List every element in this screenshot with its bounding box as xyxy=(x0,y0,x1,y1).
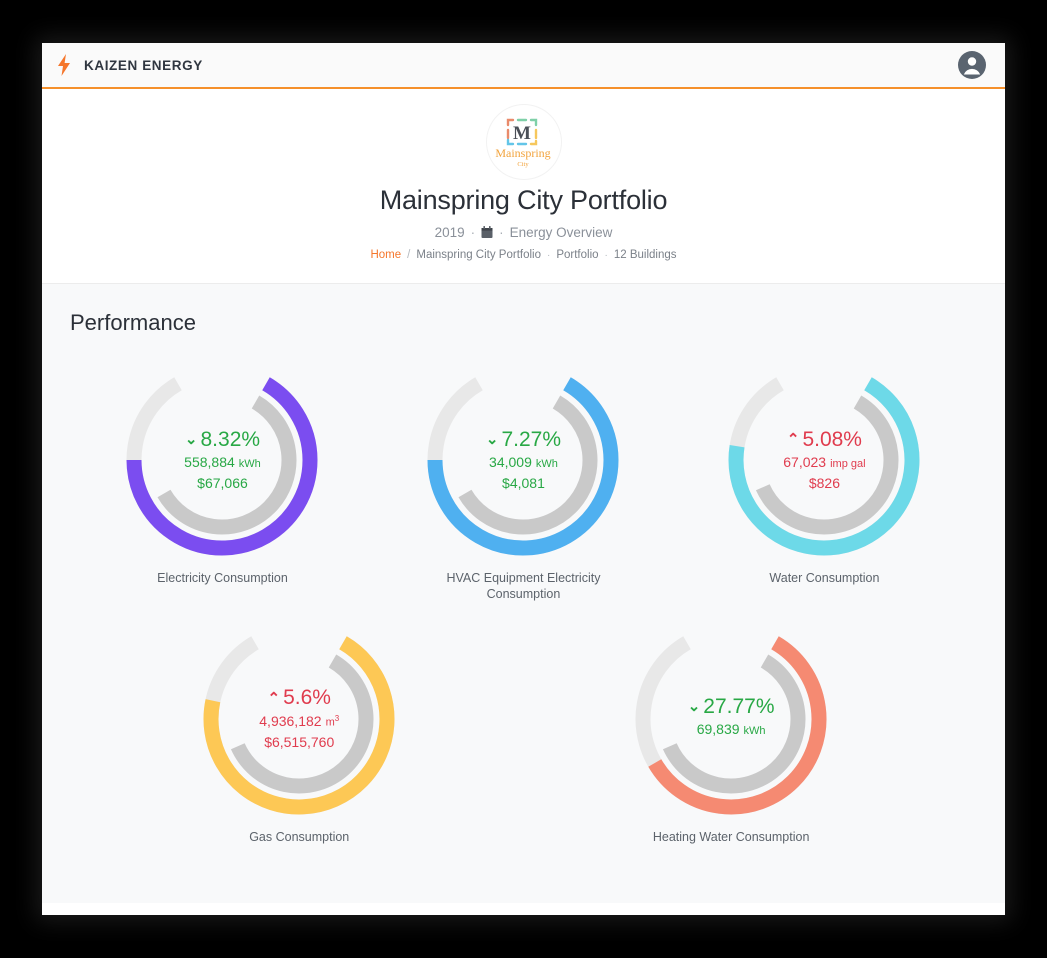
gauge-ring-wrap: ⌄ 27.77% 69,839 kWh xyxy=(625,613,837,825)
page-title: Mainspring City Portfolio xyxy=(379,185,668,215)
performance-section: Performance ⌄ 8.32% 558,884 kWh $67,066 Elect… xyxy=(42,284,1005,903)
breadcrumb: Home / Mainspring City Portfolio · Portf… xyxy=(42,249,1005,261)
portfolio-logo: M Mainspring City xyxy=(486,105,561,179)
gauge-ring-wrap: ⌃ 5.08% 67,023 imp gal $826 xyxy=(718,354,930,566)
svg-text:City: City xyxy=(517,161,529,168)
svg-text:Mainspring: Mainspring xyxy=(495,146,550,160)
calendar-icon xyxy=(481,226,493,238)
gauge-rings xyxy=(635,635,827,814)
gauge-outer-value xyxy=(648,635,827,814)
portfolio-header: M Mainspring City Mainspring City Portfo… xyxy=(42,89,1005,284)
gauge-ring-wrap: ⌄ 8.32% 558,884 kWh $67,066 xyxy=(116,354,328,566)
gauge-inner-value xyxy=(756,395,899,535)
gauge-inner-value xyxy=(663,653,806,793)
gauge-inner-value xyxy=(157,395,297,535)
gauge-card[interactable]: ⌄ 7.27% 34,009 kWh $4,081 HVAC Equipment Elec… xyxy=(373,354,674,603)
gauge-outer-value xyxy=(203,635,395,814)
breadcrumb-sep-2: · xyxy=(604,249,608,261)
gauge-grid-row-1: ⌄ 8.32% 558,884 kWh $67,066 Electricity Consu… xyxy=(42,354,1005,613)
breadcrumb-home[interactable]: Home xyxy=(370,249,402,261)
sub-separator-1: · xyxy=(470,225,476,240)
mainspring-logo-icon: M Mainspring City xyxy=(495,118,550,168)
top-navbar: KAIZEN ENERGY xyxy=(42,43,1005,89)
breadcrumb-slash: / xyxy=(407,249,411,261)
report-year: 2019 xyxy=(434,225,465,240)
app-window: KAIZEN ENERGY xyxy=(42,43,1005,915)
gauge-inner-value xyxy=(458,395,598,535)
section-title: Performance xyxy=(70,310,196,335)
account-avatar-icon[interactable] xyxy=(957,50,987,80)
sub-separator-2: · xyxy=(499,225,504,240)
overview-label: Energy Overview xyxy=(509,225,613,240)
gauge-label: HVAC Equipment Electricity Consumption xyxy=(446,571,601,602)
gauge-rings xyxy=(728,377,920,556)
gauge-card[interactable]: ⌄ 8.32% 558,884 kWh $67,066 Electricity Consu… xyxy=(72,354,373,603)
header-subtitle: 2019 · · Energy Overview xyxy=(42,225,1005,240)
gauge-label: Heating Water Consumption xyxy=(652,829,810,844)
breadcrumb-building-count: 12 Buildings xyxy=(613,249,677,261)
breadcrumb-portfolio-name[interactable]: Mainspring City Portfolio xyxy=(416,249,541,261)
svg-text:M: M xyxy=(513,123,531,144)
gauge-grid-row-2: ⌃ 5.6% 4,936,182 m3 $6,515,760 Gas Consumptio… xyxy=(42,613,1005,855)
gauge-card[interactable]: ⌄ 27.77% 69,839 kWh Heating Water Consumptio… xyxy=(581,613,882,845)
gauge-ring-wrap: ⌃ 5.6% 4,936,182 m3 $6,515,760 xyxy=(193,613,405,825)
gauge-card[interactable]: ⌃ 5.08% 67,023 imp gal $826 Water Consumption xyxy=(674,354,975,603)
gauge-rings xyxy=(427,377,619,556)
gauge-label: Water Consumption xyxy=(769,571,880,585)
gauge-outer-value xyxy=(728,377,920,556)
gauge-label: Electricity Consumption xyxy=(157,571,288,585)
gauge-rings xyxy=(126,377,318,556)
breadcrumb-sep-1: · xyxy=(547,249,551,261)
breadcrumb-type: Portfolio xyxy=(556,249,599,261)
gauge-label: Gas Consumption xyxy=(249,829,350,844)
gauge-rings xyxy=(203,635,395,814)
gauge-outer-value xyxy=(427,377,619,556)
brand[interactable]: KAIZEN ENERGY xyxy=(56,54,203,76)
gauge-ring-wrap: ⌄ 7.27% 34,009 kWh $4,081 xyxy=(417,354,629,566)
gauge-inner-value xyxy=(231,653,374,793)
brand-name: KAIZEN ENERGY xyxy=(84,57,203,73)
gauge-card[interactable]: ⌃ 5.6% 4,936,182 m3 $6,515,760 Gas Consumptio… xyxy=(149,613,450,845)
lightning-bolt-icon xyxy=(58,54,70,76)
gauge-outer-value xyxy=(126,377,318,556)
